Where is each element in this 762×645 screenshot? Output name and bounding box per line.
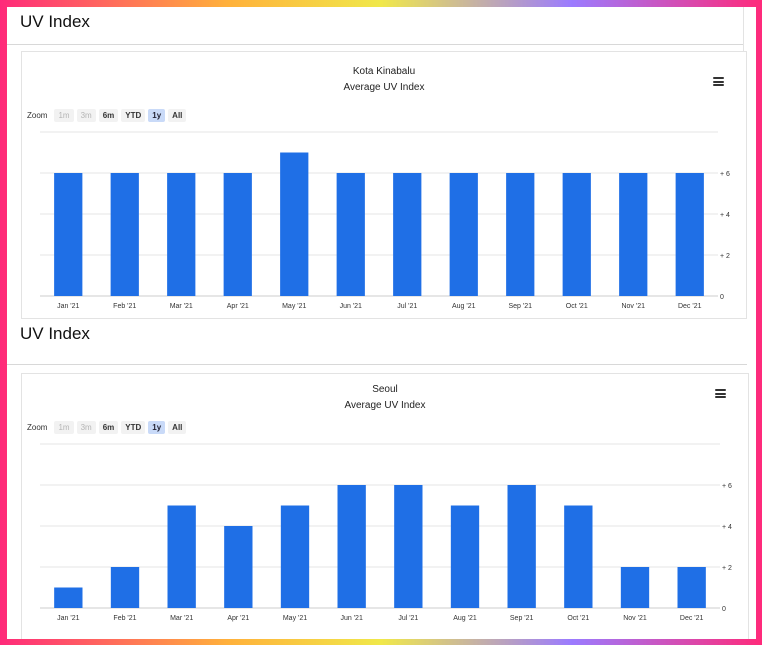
x-tick-label: Jul '21 — [397, 303, 417, 310]
screenshot-frame: UV Index Kota Kinabalu Average UV Index … — [7, 7, 756, 639]
x-tick-label: Sep '21 — [508, 303, 532, 310]
y-tick-label: + 6 — [722, 483, 732, 490]
zoom-1y-button[interactable]: 1y — [148, 421, 166, 434]
bar-oct-21 — [562, 173, 591, 296]
zoom-label: Zoom — [27, 423, 48, 432]
y-tick-label: + 2 — [720, 253, 730, 260]
x-tick-label: Apr '21 — [227, 303, 249, 310]
x-tick-label: Jun '21 — [340, 615, 362, 622]
zoom-all-button[interactable]: All — [168, 109, 187, 122]
bar-aug-21 — [449, 173, 478, 296]
bar-jan-21 — [54, 587, 83, 608]
bar-apr-21 — [224, 526, 253, 608]
panel-heading: UV Index — [20, 12, 90, 31]
panel-divider — [7, 44, 743, 45]
chart-card: Seoul Average UV Index Zoom 1m 3m 6m YTD… — [21, 373, 749, 639]
bar-jul-21 — [393, 173, 422, 296]
zoom-range-selector: Zoom 1m 3m 6m YTD 1y All — [27, 109, 187, 122]
x-tick-label: Mar '21 — [170, 303, 193, 310]
x-tick-label: Oct '21 — [567, 615, 589, 622]
zoom-ytd-button[interactable]: YTD — [121, 109, 146, 122]
zoom-6m-button[interactable]: 6m — [98, 109, 119, 122]
y-tick-label: 0 — [722, 606, 726, 613]
bar-jun-21 — [336, 173, 365, 296]
zoom-6m-button[interactable]: 6m — [98, 421, 119, 434]
hamburger-menu-icon[interactable] — [713, 77, 724, 86]
bar-mar-21 — [167, 173, 196, 296]
chart-subtitle: Average UV Index — [344, 400, 426, 411]
uv-panel-seoul: UV Index Seoul Average UV Index Zoom 1m … — [7, 319, 756, 639]
bar-chart: 0 + 2 + 4 + 6 Jan '21 Feb '21 Mar '21 Apr '21 Ma… — [40, 443, 732, 622]
x-tick-label: Sep '21 — [510, 615, 534, 622]
x-tick-label: Jun '21 — [340, 303, 362, 310]
panel-divider — [7, 364, 747, 365]
bar-jul-21 — [394, 485, 423, 608]
x-tick-label: Dec '21 — [680, 615, 704, 622]
bar-may-21 — [280, 505, 310, 608]
zoom-1m-button[interactable]: 1m — [54, 421, 74, 434]
panel-heading: UV Index — [20, 324, 90, 343]
hamburger-menu-icon[interactable] — [715, 389, 726, 398]
bar-nov-21 — [619, 173, 648, 296]
chart-title: Seoul — [372, 384, 398, 395]
x-tick-label: Oct '21 — [566, 303, 588, 310]
x-tick-label: Aug '21 — [452, 303, 476, 310]
bar-jan-21 — [54, 173, 83, 296]
bar-feb-21 — [110, 567, 140, 608]
x-tick-label: Feb '21 — [113, 303, 136, 310]
zoom-all-button[interactable]: All — [168, 421, 187, 434]
bar-may-21 — [280, 152, 309, 296]
zoom-1y-button[interactable]: 1y — [148, 109, 166, 122]
bar-aug-21 — [450, 505, 480, 608]
y-tick-label: + 2 — [722, 565, 732, 572]
x-tick-label: Jan '21 — [57, 303, 79, 310]
bar-dec-21 — [677, 567, 706, 608]
x-tick-label: Dec '21 — [678, 303, 702, 310]
y-tick-label: + 4 — [722, 524, 732, 531]
zoom-range-selector: Zoom 1m 3m 6m YTD 1y All — [27, 421, 187, 434]
bar-sep-21 — [506, 173, 535, 296]
x-tick-label: Apr '21 — [227, 615, 249, 622]
zoom-1m-button[interactable]: 1m — [54, 109, 74, 122]
x-tick-label: Jul '21 — [398, 615, 418, 622]
bar-feb-21 — [110, 173, 139, 296]
y-tick-label: 0 — [720, 294, 724, 301]
x-tick-label: Mar '21 — [170, 615, 193, 622]
x-tick-label: Jan '21 — [57, 615, 79, 622]
zoom-label: Zoom — [27, 111, 48, 120]
y-tick-label: + 4 — [720, 212, 730, 219]
x-tick-label: Feb '21 — [113, 615, 136, 622]
bar-oct-21 — [564, 505, 593, 608]
x-tick-label: Nov '21 — [623, 615, 647, 622]
x-tick-label: May '21 — [282, 303, 306, 310]
uv-panel-kota-kinabalu: UV Index Kota Kinabalu Average UV Index … — [7, 7, 756, 319]
zoom-3m-button[interactable]: 3m — [76, 109, 96, 122]
chart-subtitle: Average UV Index — [343, 82, 425, 93]
bar-nov-21 — [620, 567, 650, 608]
bar-dec-21 — [675, 173, 704, 296]
bar-chart: 0 + 2 + 4 + 6 Jan '21 Feb '21 Mar '21 Apr '21 Ma… — [40, 131, 730, 310]
x-tick-label: Aug '21 — [453, 615, 477, 622]
bar-mar-21 — [167, 505, 196, 608]
bar-jun-21 — [337, 485, 366, 608]
bar-sep-21 — [507, 485, 536, 608]
y-tick-label: + 6 — [720, 171, 730, 178]
bar-apr-21 — [223, 173, 252, 296]
zoom-ytd-button[interactable]: YTD — [121, 421, 146, 434]
x-tick-label: May '21 — [283, 615, 307, 622]
zoom-3m-button[interactable]: 3m — [76, 421, 96, 434]
chart-card: Kota Kinabalu Average UV Index Zoom 1m 3… — [21, 51, 747, 319]
x-tick-label: Nov '21 — [621, 303, 645, 310]
chart-title: Kota Kinabalu — [352, 66, 416, 77]
